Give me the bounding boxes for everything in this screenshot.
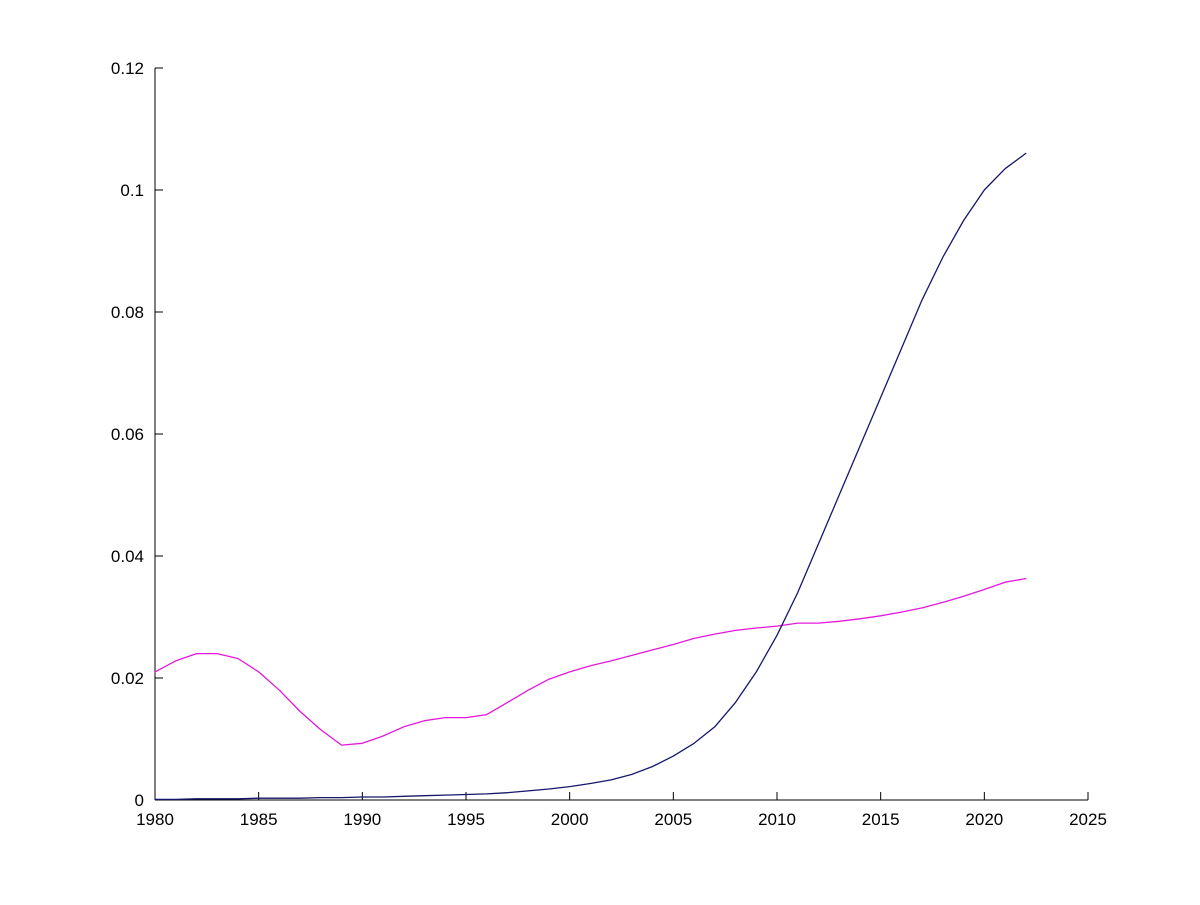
axes: 1980 1985 1990 1995 2000 2005 2010 2015 2020 2025… [111, 59, 1107, 829]
magenta-series-line [154, 577, 1027, 746]
x-tick-label: 1980 [136, 810, 174, 829]
x-tick-label: 1995 [447, 810, 485, 829]
x-tick-label: 2000 [551, 810, 589, 829]
y-tick-label: 0.12 [111, 59, 144, 78]
x-tick-label: 2005 [654, 810, 692, 829]
dark-blue-series-line [154, 152, 1027, 801]
y-tick-label: 0.02 [111, 669, 144, 688]
y-tick-label: 0.1 [120, 181, 144, 200]
x-tick-label: 2015 [862, 810, 900, 829]
x-tick-label: 1990 [343, 810, 381, 829]
x-tick-label: 2025 [1069, 810, 1107, 829]
y-tick-label: 0.04 [111, 547, 144, 566]
y-tick-label: 0.06 [111, 425, 144, 444]
x-tick-label: 1985 [240, 810, 278, 829]
x-tick-label: 2010 [758, 810, 796, 829]
y-tick-label: 0.08 [111, 303, 144, 322]
y-tick-label: 0 [135, 791, 144, 810]
x-tick-label: 2020 [965, 810, 1003, 829]
